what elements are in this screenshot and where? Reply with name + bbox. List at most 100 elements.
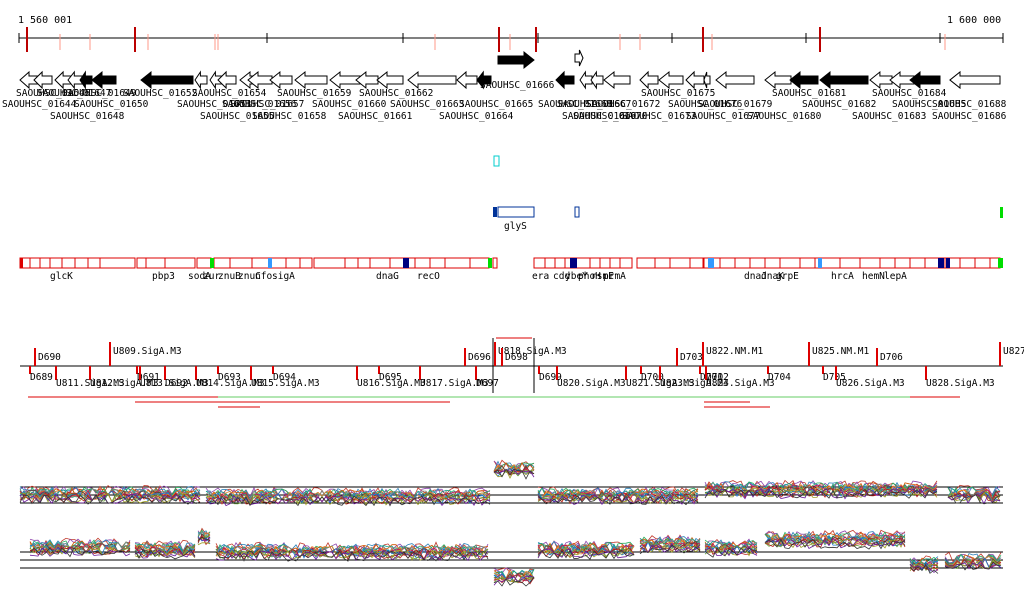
gene-arrow-saouhsc_01662[interactable] xyxy=(376,70,404,90)
gene-arrow-saouhsc_01663[interactable] xyxy=(407,70,457,90)
operon-color-block[interactable] xyxy=(268,258,272,268)
glyS-box[interactable] xyxy=(497,206,535,218)
gene-label: SAOUHSC_01681 xyxy=(772,88,847,99)
promoter-label-u818-siga-m3: U818.SigA.M3 xyxy=(498,346,567,357)
operon-label-siga: sigA xyxy=(272,271,295,282)
operon-label-reco: recO xyxy=(417,271,440,282)
promoter-label-u822-nm-m1: U822.NM.M1 xyxy=(706,346,763,357)
promoter-label-u821-siga-m3: U821.SigA.M3 xyxy=(626,378,695,389)
gene-arrow-saouhsc_01665[interactable] xyxy=(476,70,492,90)
operon-segment[interactable] xyxy=(19,257,136,269)
gene-arrow-saouhsc_01681[interactable] xyxy=(789,70,819,90)
gene-label: SAOUHSC_01680 xyxy=(747,111,822,122)
operon-color-block[interactable] xyxy=(403,258,409,268)
gene-track: SAOUHSC_01644SAOUHSC_01645SAOUHSC_01647S… xyxy=(2,49,1007,122)
promoter-label-d702: D702 xyxy=(706,372,729,383)
operon-color-block[interactable] xyxy=(20,258,23,268)
gene-arrow-saouhsc_01672[interactable] xyxy=(603,70,631,90)
gene-arrow-saouhsc_01675[interactable] xyxy=(658,70,684,90)
gene-label: SAOUHSC_01685 xyxy=(892,99,966,110)
glyS-start-block[interactable] xyxy=(493,207,497,217)
gene-arrow-saouhsc_01667[interactable] xyxy=(574,49,584,67)
gene-label: SAOUHSC_01658 xyxy=(252,111,327,122)
operon-label-era: era xyxy=(532,271,549,282)
gene-arrow-saouhsc_01666[interactable] xyxy=(497,50,535,70)
gene-arrow-saouhsc_01664[interactable] xyxy=(456,70,478,90)
operon-label-nfo: nfo xyxy=(255,271,272,282)
promoter-label-u820-siga-m3: U820.SigA.M3 xyxy=(557,378,626,389)
gene-arrow-saouhsc_01653[interactable] xyxy=(194,70,208,90)
expression-series xyxy=(19,468,1001,507)
promoter-label-d689: D689 xyxy=(30,372,53,383)
gene-arrow-saouhsc_01661[interactable] xyxy=(355,70,379,90)
operon-label-znuc: znuC xyxy=(238,271,261,282)
gene-label: SAOUHSC_01666 xyxy=(480,80,555,91)
operon-color-block[interactable] xyxy=(708,258,714,268)
gene-arrow-saouhsc_01652[interactable] xyxy=(140,70,194,90)
gene-arrow-saouhsc_01685[interactable] xyxy=(909,70,941,90)
operon-color-block[interactable] xyxy=(998,258,1003,268)
gene-arrow-saouhsc_01658[interactable] xyxy=(269,70,293,90)
promoter-label-d700: D700 xyxy=(641,372,664,383)
operon-segment[interactable] xyxy=(196,257,212,269)
gene-label: SAOUHSC_01683 xyxy=(852,111,926,122)
gene-label: SAOUHSC_01645 xyxy=(16,88,90,99)
ruler-ticks xyxy=(18,27,1004,52)
gene-arrow-saouhsc_01645[interactable] xyxy=(33,70,53,90)
operon-color-block[interactable] xyxy=(818,258,822,268)
gene-label: SAOUHSC_01654 xyxy=(192,88,267,99)
gene-label: SAOUHSC_01684 xyxy=(872,88,947,99)
expression-plots xyxy=(19,459,1003,587)
gene-arrow-saouhsc_01677[interactable] xyxy=(703,71,711,89)
small-feature-box[interactable] xyxy=(574,206,580,218)
gene-arrow-saouhsc_01680[interactable] xyxy=(764,70,792,90)
expression-series xyxy=(19,467,1001,504)
cyan-feature-marker[interactable] xyxy=(493,155,500,167)
operon-segment[interactable] xyxy=(492,257,498,269)
gene-arrow-saouhsc_01668[interactable] xyxy=(555,70,575,90)
promoter-label-d704: D704 xyxy=(768,372,791,383)
green-feature-marker[interactable] xyxy=(1000,207,1003,218)
gene-arrow-saouhsc_01655[interactable] xyxy=(217,70,237,90)
gene-arrow-saouhsc_01679[interactable] xyxy=(715,70,755,90)
operon-color-block[interactable] xyxy=(570,258,577,268)
operon-color-block[interactable] xyxy=(210,258,214,268)
operon-label-zur: zur xyxy=(203,271,220,282)
promoter-label-u812-siga-m3: U812.SigA.M3 xyxy=(90,378,159,389)
gene-label: SAOUHSC_01667 xyxy=(557,99,631,110)
operon-color-block[interactable] xyxy=(938,258,944,268)
promoter-label-d692: D692 xyxy=(165,378,188,389)
operon-segment[interactable] xyxy=(703,257,1001,269)
operon-segment[interactable] xyxy=(313,257,490,269)
operon-segment[interactable] xyxy=(213,257,313,269)
gene-arrow-saouhsc_01669[interactable] xyxy=(579,70,593,90)
expression-series xyxy=(29,532,1002,582)
gene-arrow-saouhsc_01683[interactable] xyxy=(869,70,893,90)
operon-segment[interactable] xyxy=(533,257,633,269)
ruler-start-label: 1 560 001 xyxy=(18,15,72,26)
operon-segment[interactable] xyxy=(136,257,196,269)
gene-label: SAOUHSC_01664 xyxy=(439,111,514,122)
gene-arrow-saouhsc_01673[interactable] xyxy=(639,70,659,90)
operon-color-block[interactable] xyxy=(946,258,950,268)
gene-arrow-saouhsc_01649[interactable] xyxy=(79,70,93,90)
gene-arrow-saouhsc_01650[interactable] xyxy=(91,70,117,90)
promoter-label-d695: D695 xyxy=(379,372,402,383)
gene-arrow-saouhsc_01676[interactable] xyxy=(685,70,705,90)
gene-arrow-saouhsc_01670[interactable] xyxy=(590,70,604,90)
promoter-label-u817-siga-m3: U817.SigA.M3 xyxy=(420,378,489,389)
promoter-label-u828-siga-m3: U828.SigA.M3 xyxy=(926,378,995,389)
operon-color-block[interactable] xyxy=(488,258,492,268)
promoter-label-d699: D699 xyxy=(539,372,562,383)
gene-arrow-saouhsc_01657[interactable] xyxy=(247,70,273,90)
operon-label-hrca: hrcA xyxy=(831,271,854,282)
operon-label-znub: znuB xyxy=(218,271,241,282)
gene-label: SAOUHSC_01652 xyxy=(123,88,197,99)
gene-arrow-saouhsc_01688[interactable] xyxy=(949,70,1001,90)
gene-arrow-saouhsc_01682[interactable] xyxy=(819,70,869,90)
gene-arrow-saouhsc_01659[interactable] xyxy=(294,70,328,90)
operon-label-ybey: ybeY xyxy=(565,271,588,282)
promoter-label-u809-siga-m3: U809.SigA.M3 xyxy=(113,346,182,357)
